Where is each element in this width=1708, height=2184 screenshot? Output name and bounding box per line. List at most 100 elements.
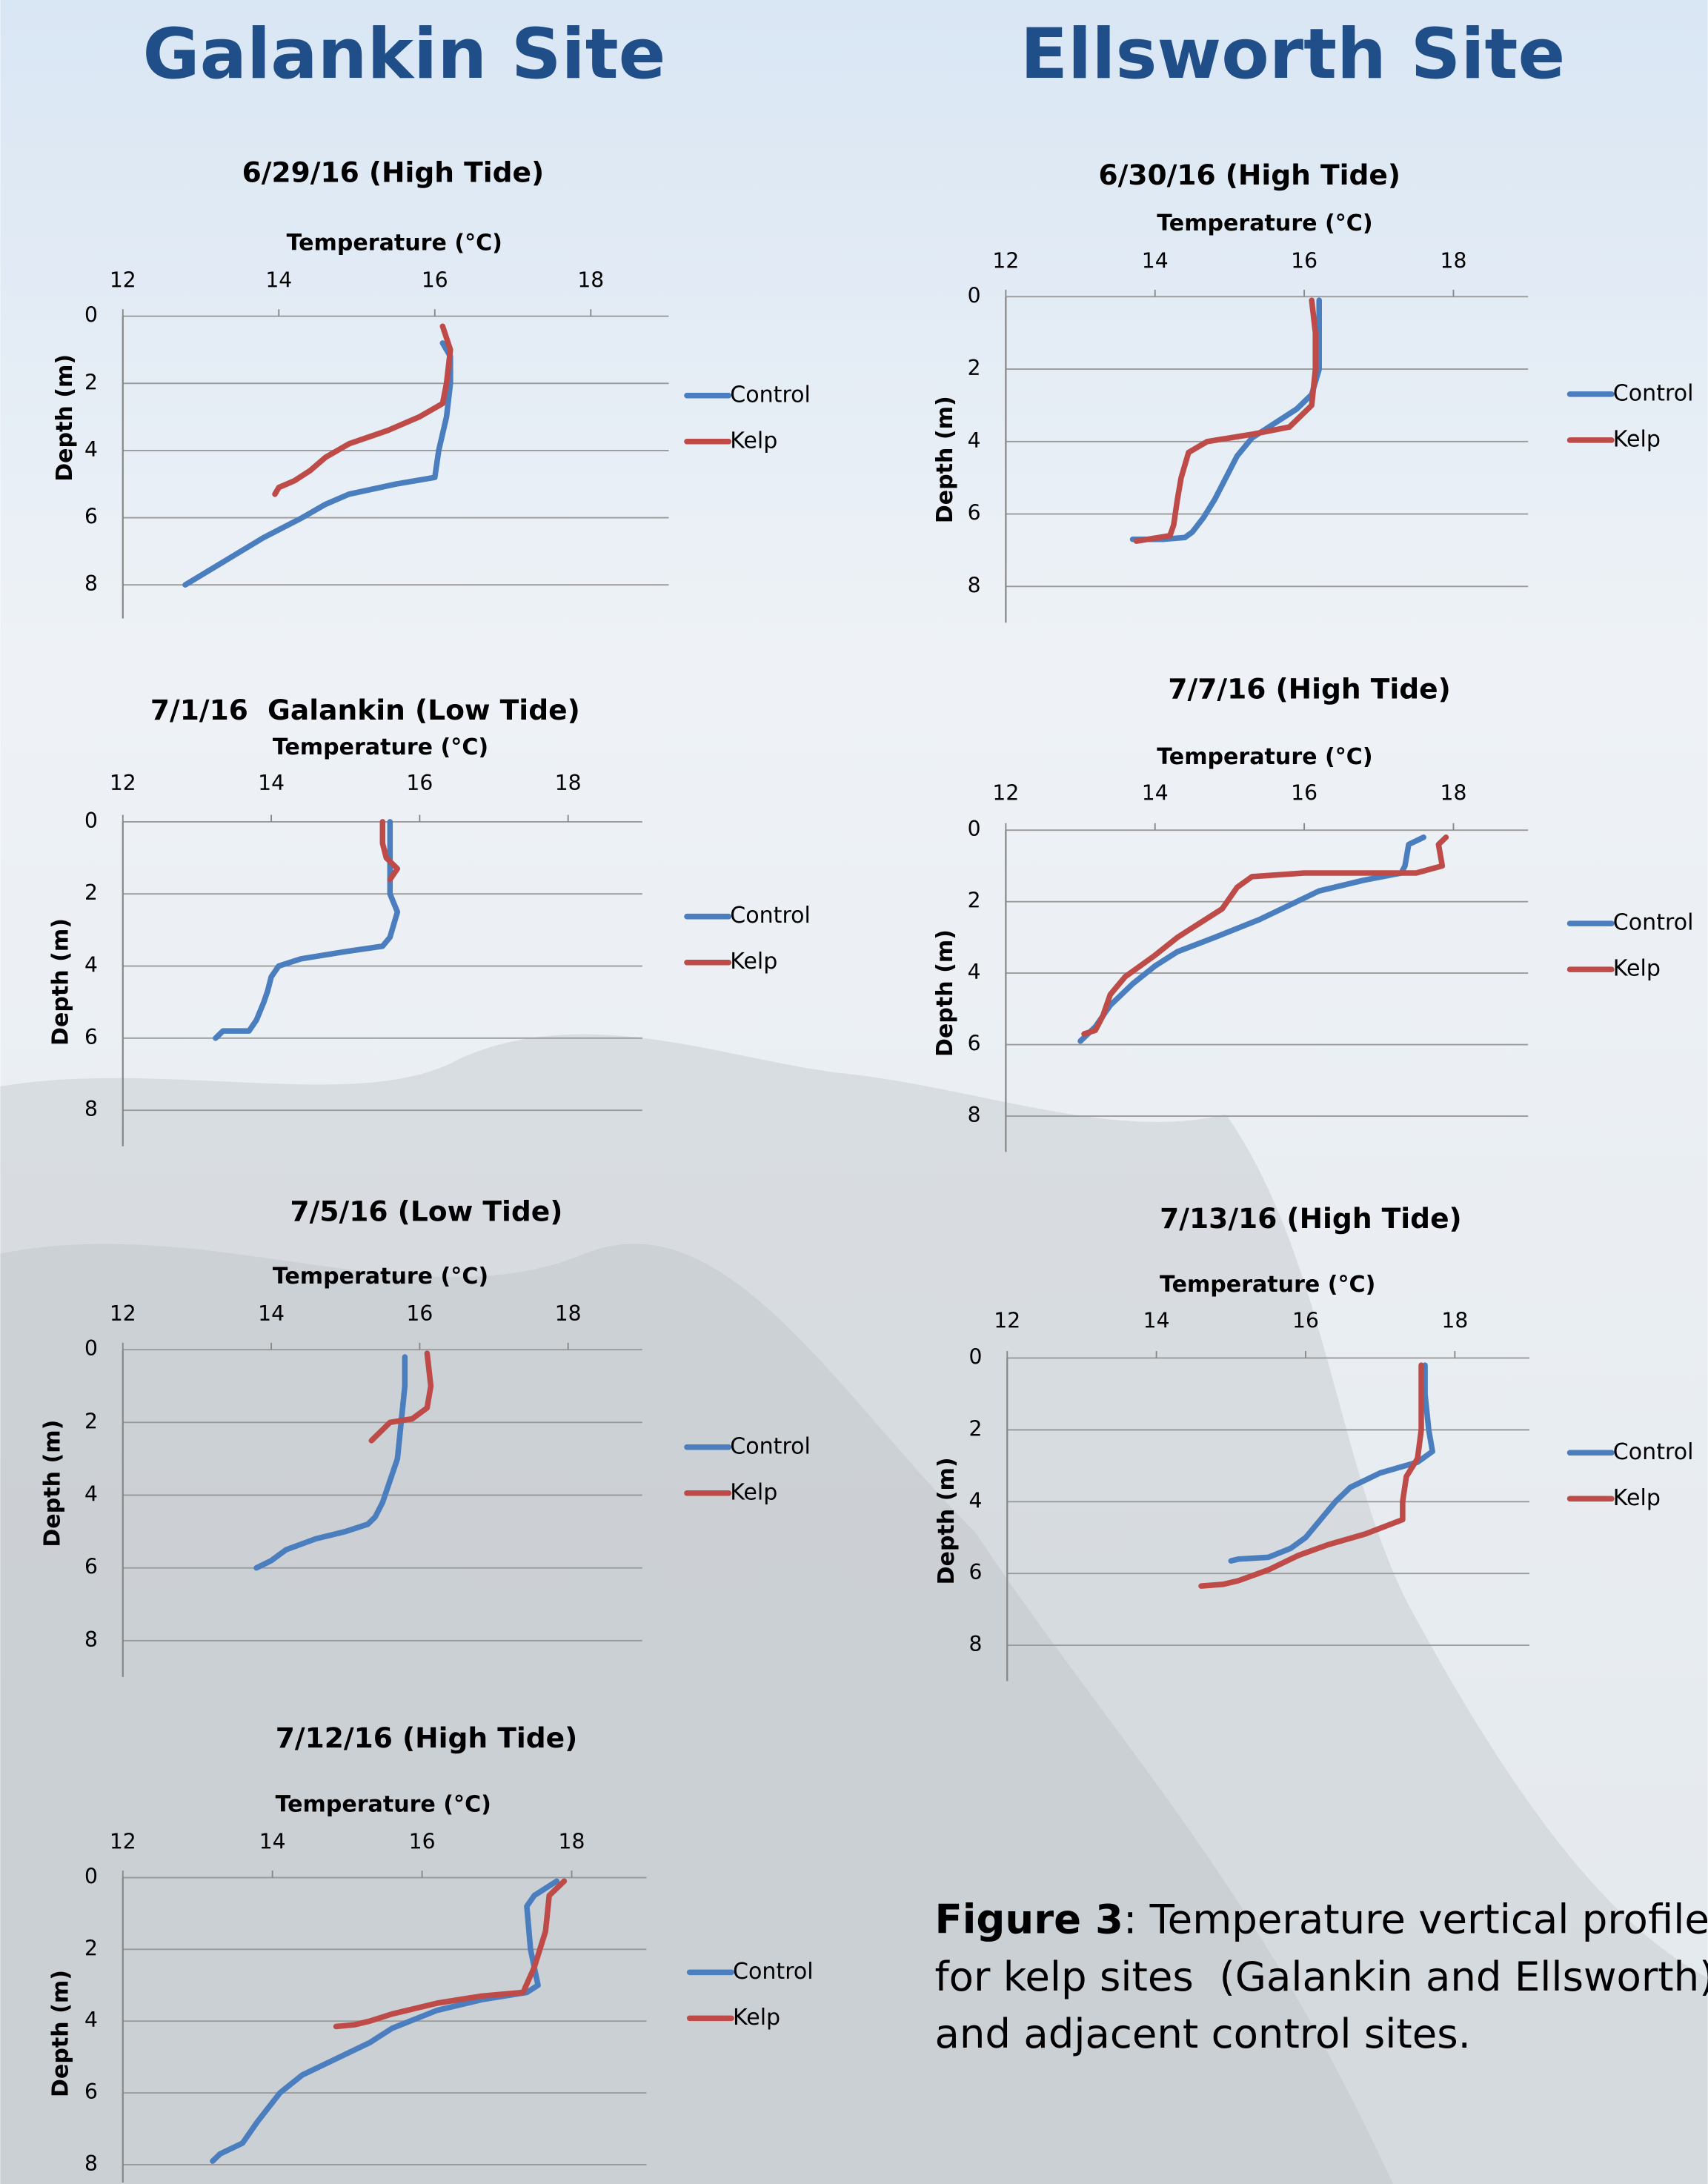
y-axis-label: Depth (m) (932, 396, 958, 523)
y-tick-label: 4 (84, 953, 98, 978)
y-tick-label: 4 (84, 437, 98, 462)
x-tick-label: 14 (265, 268, 292, 293)
x-axis-label: Temperature (°C) (287, 230, 502, 256)
x-tick-label: 16 (1292, 1309, 1319, 1333)
legend-label: Kelp (730, 428, 777, 454)
y-tick-label: 2 (968, 356, 981, 380)
y-tick-label: 8 (84, 2151, 98, 2176)
x-tick-label: 14 (259, 1830, 286, 1854)
x-tick-label: 12 (992, 780, 1019, 805)
x-tick-label: 18 (555, 771, 582, 795)
y-tick-label: 4 (84, 1482, 98, 1507)
x-tick-label: 14 (1142, 248, 1169, 273)
y-tick-label: 4 (968, 428, 981, 453)
caption-line: and adjacent control sites. (935, 2010, 1472, 2057)
y-tick-label: 6 (968, 1560, 982, 1584)
legend-label: Kelp (733, 2005, 780, 2031)
x-tick-label: 18 (555, 1301, 582, 1326)
x-tick-label: 12 (110, 771, 136, 795)
caption: Figure 3: Temperature vertical profiles (935, 1896, 1708, 1943)
x-tick-label: 18 (1441, 1309, 1468, 1333)
y-tick-label: 2 (84, 1936, 98, 1960)
y-tick-label: 8 (84, 571, 98, 596)
y-tick-label: 2 (968, 1416, 982, 1441)
x-axis-label: Temperature (°C) (273, 1264, 488, 1290)
x-axis-label: Temperature (°C) (276, 1791, 491, 1817)
x-tick-label: 18 (577, 268, 604, 293)
x-tick-label: 18 (559, 1830, 585, 1854)
y-axis-label: Depth (m) (48, 1970, 74, 2097)
x-axis-label: Temperature (°C) (1157, 210, 1372, 236)
x-axis-label: Temperature (°C) (1160, 1272, 1375, 1298)
caption-line: for kelp sites (Galankin and Ellsworth) (935, 1953, 1708, 2000)
y-tick-label: 8 (968, 1103, 981, 1127)
chart-title: 7/5/16 (Low Tide) (290, 1195, 563, 1228)
legend-label: Control (1613, 1439, 1694, 1465)
x-tick-label: 14 (1143, 1309, 1170, 1333)
y-tick-label: 0 (968, 1344, 982, 1369)
caption-line: : Temperature vertical profiles (1123, 1896, 1708, 1943)
x-tick-label: 16 (409, 1830, 436, 1854)
y-tick-label: 0 (968, 283, 981, 308)
x-tick-label: 14 (258, 1301, 285, 1326)
y-tick-label: 0 (84, 809, 98, 833)
legend-label: Kelp (1613, 956, 1661, 982)
x-axis-label: Temperature (°C) (273, 734, 488, 760)
x-tick-label: 12 (110, 268, 136, 293)
y-tick-label: 8 (968, 1632, 982, 1656)
legend-label: Control (733, 1959, 814, 1985)
site-heading: Ellsworth Site (1020, 14, 1565, 95)
y-tick-label: 4 (968, 960, 981, 984)
x-tick-label: 14 (258, 771, 285, 795)
y-tick-label: 0 (84, 1865, 98, 1889)
legend-label: Kelp (730, 949, 777, 975)
x-tick-label: 18 (1440, 780, 1467, 805)
x-tick-label: 12 (110, 1830, 136, 1854)
y-axis-label: Depth (m) (932, 929, 958, 1057)
y-tick-label: 6 (968, 1032, 981, 1056)
y-axis-label: Depth (m) (52, 354, 78, 482)
x-tick-label: 16 (1291, 780, 1317, 805)
y-tick-label: 8 (84, 1097, 98, 1121)
x-tick-label: 12 (110, 1301, 136, 1326)
y-tick-label: 6 (968, 501, 981, 525)
y-tick-label: 8 (968, 573, 981, 597)
y-tick-label: 6 (84, 1025, 98, 1049)
legend-label: Kelp (730, 1479, 777, 1505)
y-tick-label: 6 (84, 2080, 98, 2104)
y-tick-label: 0 (84, 303, 98, 328)
poster: Galankin Site Ellsworth Site Figure 3: T… (0, 0, 1708, 2184)
x-tick-label: 18 (1440, 248, 1467, 273)
legend-label: Kelp (1613, 426, 1661, 452)
y-tick-label: 2 (84, 1409, 98, 1433)
chart-title: 7/13/16 (High Tide) (1160, 1202, 1462, 1235)
y-tick-label: 4 (968, 1488, 982, 1513)
x-tick-label: 14 (1142, 780, 1169, 805)
legend-label: Kelp (1613, 1485, 1661, 1511)
x-tick-label: 16 (422, 268, 448, 293)
legend-label: Control (1613, 910, 1694, 936)
chart-title: 6/30/16 (High Tide) (1098, 159, 1400, 191)
y-axis-label: Depth (m) (934, 1457, 960, 1584)
y-tick-label: 4 (84, 2008, 98, 2032)
caption-label: Figure 3 (935, 1896, 1123, 1943)
y-tick-label: 0 (84, 1336, 98, 1361)
x-tick-label: 16 (406, 1301, 433, 1326)
site-heading: Galankin Site (142, 14, 665, 95)
y-tick-label: 6 (84, 505, 98, 529)
y-axis-label: Depth (m) (39, 1420, 65, 1547)
legend-label: Control (1613, 380, 1694, 406)
x-tick-label: 16 (406, 771, 433, 795)
x-axis-label: Temperature (°C) (1157, 744, 1372, 770)
y-tick-label: 2 (968, 889, 981, 913)
y-tick-label: 0 (968, 817, 981, 841)
chart-title: 6/29/16 (High Tide) (242, 156, 545, 188)
chart-title: 7/7/16 (High Tide) (1168, 673, 1450, 706)
x-tick-label: 12 (994, 1309, 1020, 1333)
chart-title: 7/1/16 Galankin (Low Tide) (150, 694, 580, 726)
x-tick-label: 16 (1291, 248, 1317, 273)
legend-label: Control (730, 382, 811, 408)
legend-label: Control (730, 903, 811, 929)
x-tick-label: 12 (992, 248, 1019, 273)
y-tick-label: 2 (84, 880, 98, 905)
